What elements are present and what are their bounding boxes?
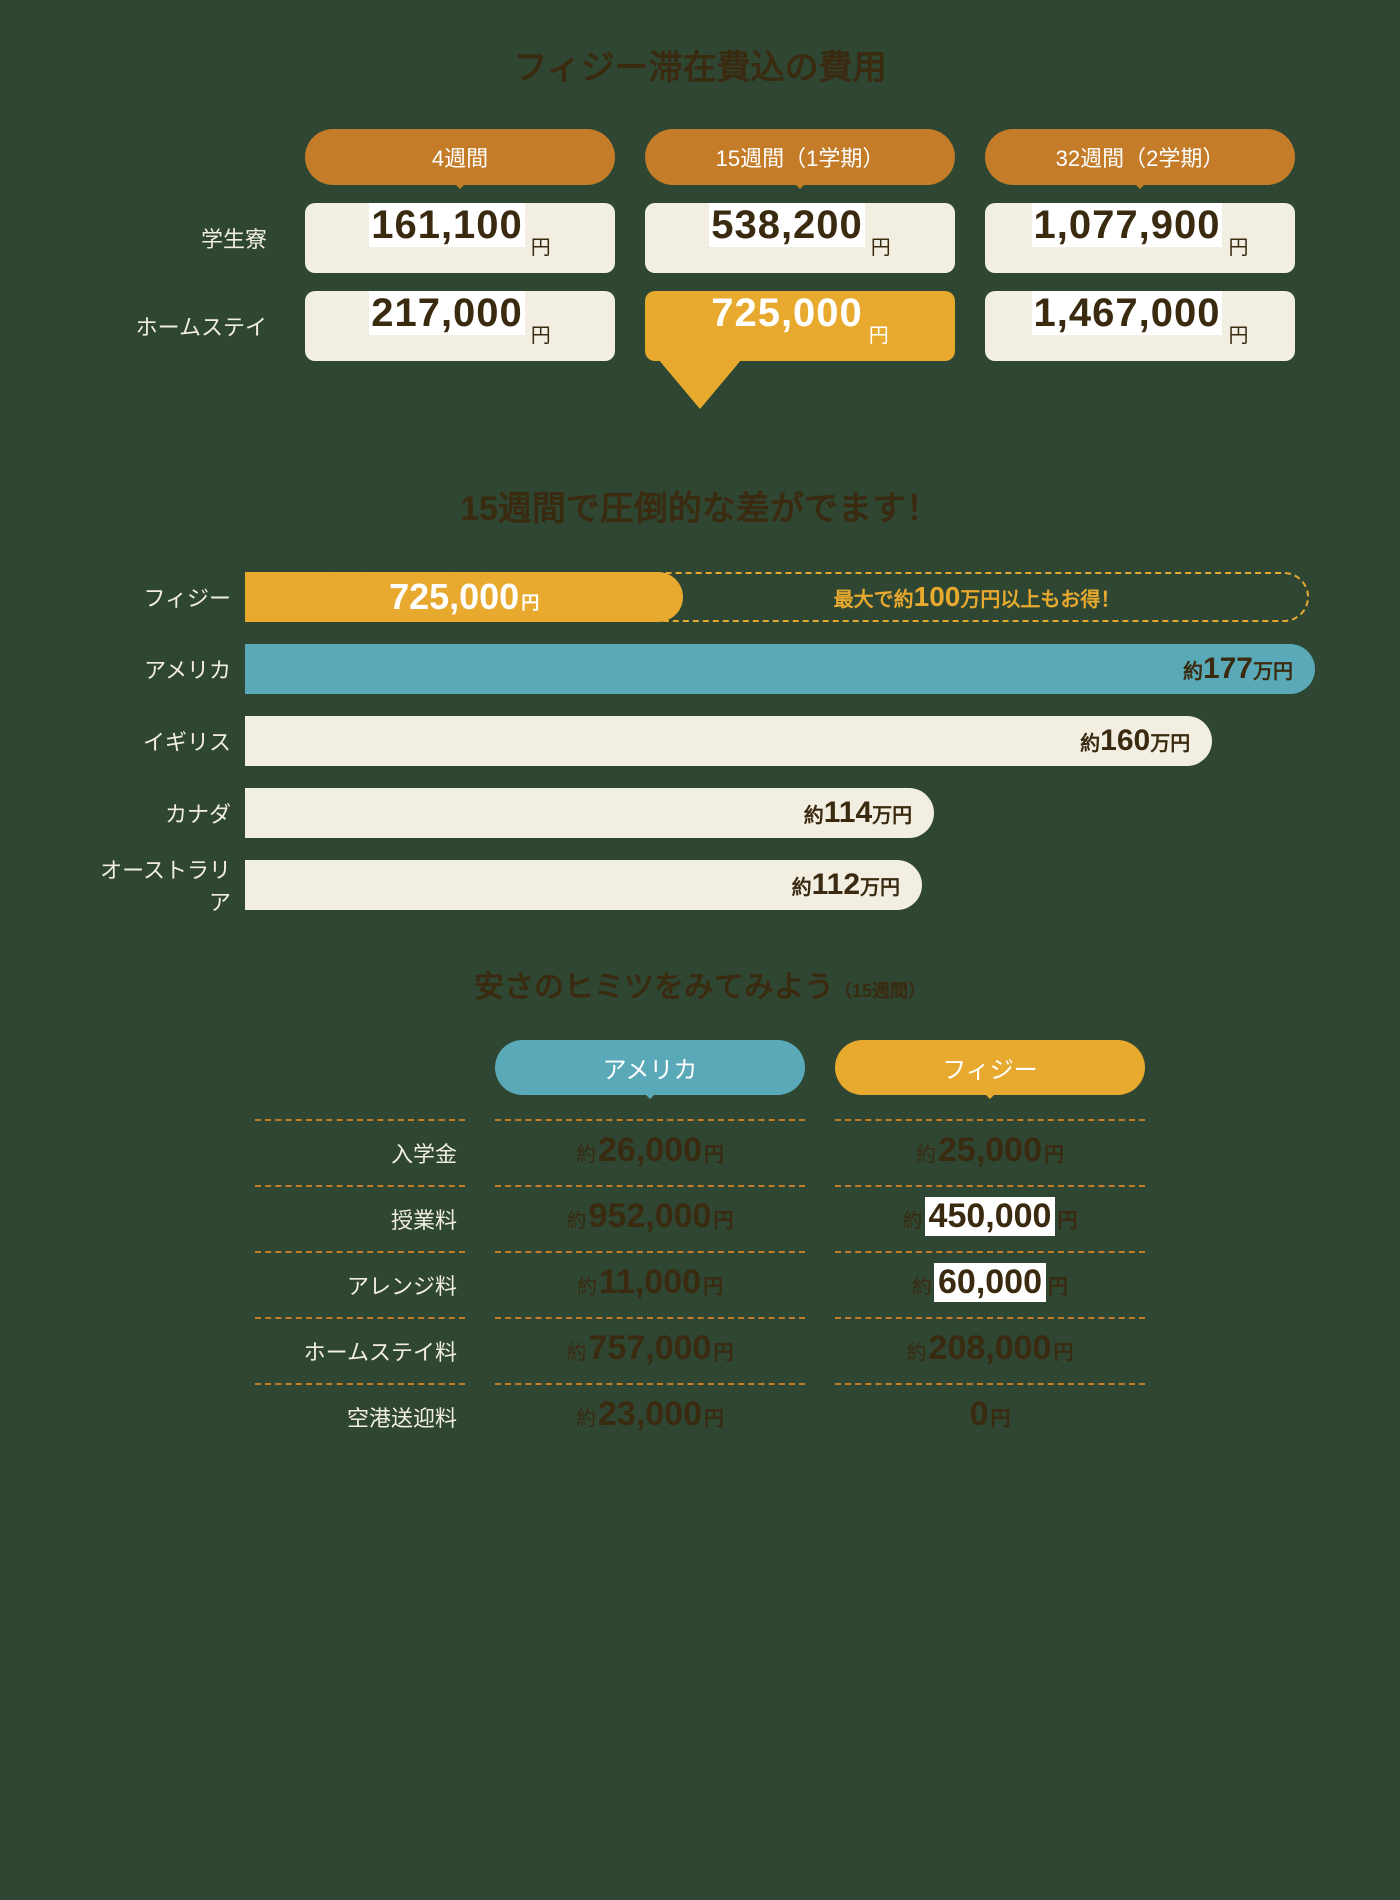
bar-label: カナダ — [85, 797, 245, 829]
row-label-1: ホームステイ — [105, 310, 275, 342]
bd-val-america: 約952,000円 — [495, 1185, 805, 1251]
section2-title: 15週間で圧倒的な差がでます！ — [40, 481, 1360, 530]
bar-row-4: オーストラリア約112万円 — [85, 858, 1315, 912]
bd-row-label: 空港送迎料 — [255, 1383, 465, 1449]
bar-label: イギリス — [85, 725, 245, 757]
col-header-1: 15週間（1学期） — [645, 129, 955, 185]
row-label-0: 学生寮 — [105, 222, 275, 254]
bd-row-label: 授業料 — [255, 1185, 465, 1251]
section3-title: 安さのヒミツをみてみよう（15週間） — [40, 962, 1360, 1006]
price-1-2: 1,467,000 円 — [985, 291, 1295, 361]
bd-val-fiji: 約60,000円 — [835, 1251, 1145, 1317]
bd-row-label: 入学金 — [255, 1119, 465, 1185]
down-arrow-icon — [658, 359, 742, 451]
bd-col-header-fiji: フィジー — [835, 1040, 1145, 1095]
bar-fill: 約160万円 — [245, 716, 1212, 766]
bd-row-label: ホームステイ料 — [255, 1317, 465, 1383]
bd-val-fiji: 約208,000円 — [835, 1317, 1145, 1383]
price-1-0: 217,000 円 — [305, 291, 615, 361]
bar-row-1: アメリカ約177万円 — [85, 642, 1315, 696]
col-header-2: 32週間（2学期） — [985, 129, 1295, 185]
price-0-0: 161,100 円 — [305, 203, 615, 273]
bd-row-label: アレンジ料 — [255, 1251, 465, 1317]
bd-col-header-america: アメリカ — [495, 1040, 805, 1095]
bar-label: アメリカ — [85, 653, 245, 685]
bd-val-america: 約23,000円 — [495, 1383, 805, 1449]
price-1-1-highlight: 725,000 円 — [645, 291, 955, 361]
section1-title: フィジー滞在費込の費用 — [40, 40, 1360, 89]
cost-grid: 4週間 15週間（1学期） 32週間（2学期） 学生寮 161,100 円 53… — [40, 129, 1360, 361]
bd-val-america: 約26,000円 — [495, 1119, 805, 1185]
bar-label: オーストラリア — [85, 853, 245, 917]
bar-fill: 約114万円 — [245, 788, 934, 838]
comparison-bar-chart: フィジー最大で約100万円以上もお得！725,000円アメリカ約177万円イギリ… — [85, 570, 1315, 912]
price-0-2: 1,077,900 円 — [985, 203, 1295, 273]
price-0-1: 538,200 円 — [645, 203, 955, 273]
bar-row-3: カナダ約114万円 — [85, 786, 1315, 840]
breakdown-table: アメリカフィジー入学金約26,000円約25,000円授業料約952,000円約… — [40, 1040, 1360, 1449]
bar-fill: 約177万円 — [245, 644, 1315, 694]
bd-val-america: 約11,000円 — [495, 1251, 805, 1317]
bd-val-fiji: 0円 — [835, 1383, 1145, 1449]
col-header-0: 4週間 — [305, 129, 615, 185]
bd-val-fiji: 約450,000円 — [835, 1185, 1145, 1251]
bar-row-0: フィジー最大で約100万円以上もお得！725,000円 — [85, 570, 1315, 624]
bar-fill: 725,000円 — [245, 572, 683, 622]
bd-val-fiji: 約25,000円 — [835, 1119, 1145, 1185]
bd-val-america: 約757,000円 — [495, 1317, 805, 1383]
bar-fill: 約112万円 — [245, 860, 922, 910]
bar-row-2: イギリス約160万円 — [85, 714, 1315, 768]
bar-label: フィジー — [85, 581, 245, 613]
